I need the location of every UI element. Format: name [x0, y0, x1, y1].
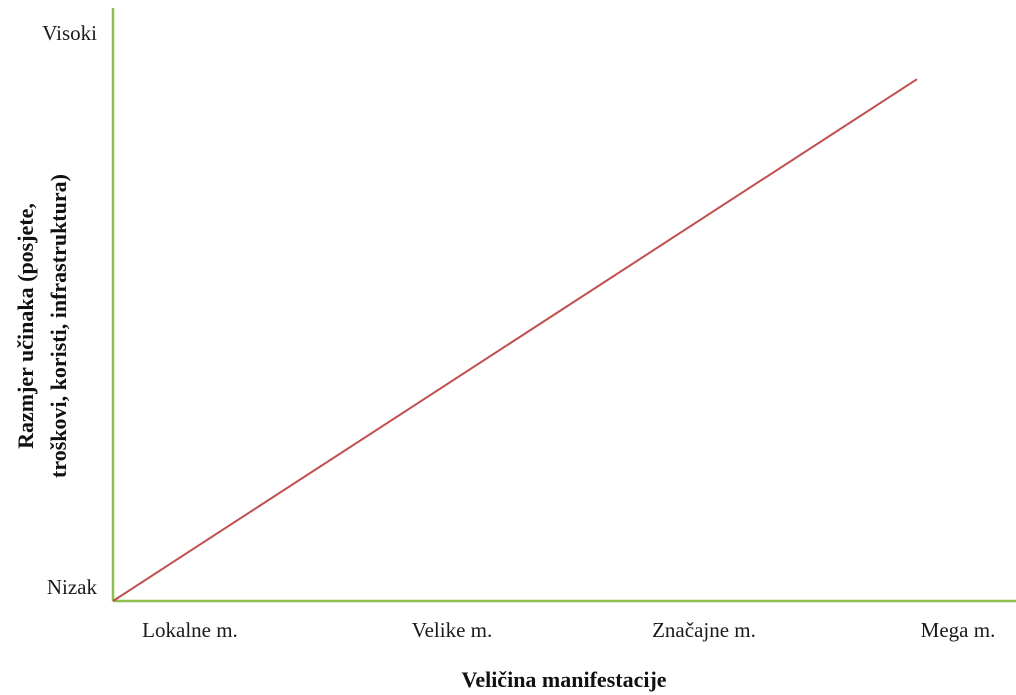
- series-layer: [112, 78, 918, 602]
- x-tick-label: Mega m.: [921, 618, 996, 642]
- x-axis-title: Veličina manifestacije: [461, 667, 666, 692]
- y-axis-title-line-1: Razmjer učinaka (posjete,: [13, 203, 38, 449]
- y-tick-label: Nizak: [47, 575, 98, 599]
- x-tick-label: Značajne m.: [652, 618, 756, 642]
- x-tick-labels: Lokalne m. Velike m. Značajne m. Mega m.: [142, 618, 995, 642]
- axes: [111, 8, 1016, 603]
- series-line-0: [112, 78, 918, 602]
- y-axis-title-line-2: troškovi, koristi, infrastruktura): [46, 174, 71, 478]
- y-tick-label: Visoki: [42, 21, 97, 45]
- y-tick-labels: Nizak Visoki: [42, 21, 97, 599]
- y-axis-title: Razmjer učinaka (posjete, troškovi, kori…: [13, 174, 71, 478]
- x-tick-label: Lokalne m.: [142, 618, 238, 642]
- x-tick-label: Velike m.: [412, 618, 492, 642]
